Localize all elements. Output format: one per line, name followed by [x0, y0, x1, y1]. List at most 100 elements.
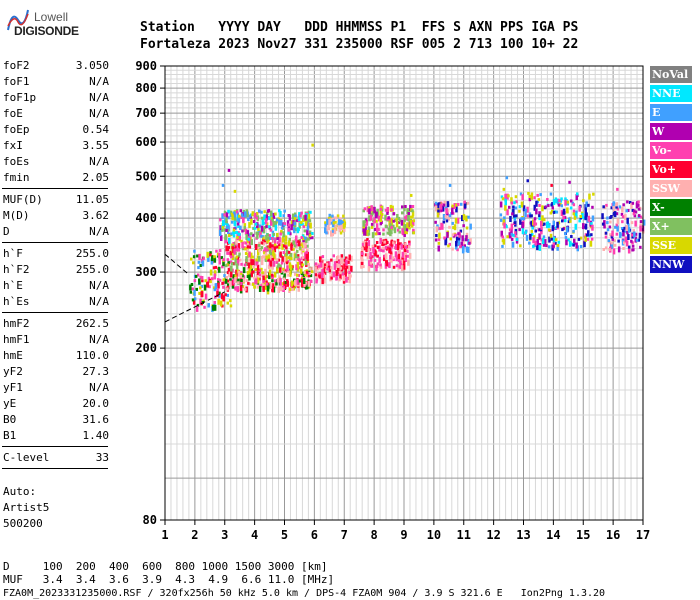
param-name: hmE: [3, 349, 23, 362]
echo-point: [264, 286, 268, 290]
echo-point: [299, 222, 302, 226]
echo-point: [268, 269, 272, 276]
echo-point: [605, 203, 608, 207]
echo-point: [276, 237, 279, 241]
echo-point: [398, 219, 402, 223]
echo-point: [260, 259, 264, 266]
echo-point: [575, 194, 578, 201]
echo-point: [564, 236, 568, 239]
echo-point: [294, 272, 297, 276]
echo-point: [408, 226, 411, 230]
echo-point: [276, 265, 280, 269]
echo-point: [213, 286, 216, 290]
param-name: yE: [3, 397, 17, 410]
echo-point: [552, 220, 555, 227]
echo-point: [206, 281, 210, 288]
echo-point: [365, 219, 368, 226]
echo-point: [384, 224, 388, 228]
echo-point: [232, 231, 235, 235]
echo-point: [279, 264, 282, 268]
echo-point: [348, 274, 351, 281]
echo-point: [442, 214, 446, 220]
echo-point: [457, 232, 460, 236]
echo-point: [441, 205, 445, 212]
echo-point: [279, 232, 282, 236]
echo-point: [265, 256, 269, 260]
x-tick-label: 6: [311, 528, 318, 542]
echo-point: [257, 243, 261, 247]
echo-point: [270, 273, 274, 277]
echo-point: [389, 259, 392, 263]
echo-point: [590, 233, 593, 237]
echo-point: [209, 253, 212, 257]
echo-point: [532, 235, 536, 239]
echo-point: [235, 269, 238, 276]
echo-point: [446, 209, 450, 213]
echo-point: [241, 229, 244, 233]
echo-point: [379, 207, 382, 211]
echo-point: [609, 233, 612, 237]
echo-point: [528, 195, 532, 202]
echo-point: [447, 214, 450, 221]
echo-point: [515, 200, 518, 204]
echo-point: [625, 209, 628, 213]
echo-point: [202, 256, 205, 260]
echo-point: [549, 233, 553, 240]
echo-point: [230, 232, 233, 236]
echo-point: [228, 237, 231, 244]
echo-point: [566, 226, 569, 233]
echo-point: [572, 229, 575, 233]
echo-point: [278, 219, 281, 226]
echo-point: [222, 260, 225, 267]
echo-point: [401, 256, 404, 260]
echo-point: [191, 287, 194, 291]
echo-point: [242, 212, 245, 219]
echo-point: [297, 258, 301, 262]
echo-point: [603, 206, 607, 209]
echo-point: [310, 266, 313, 273]
echo-point: [250, 270, 253, 277]
echo-point: [342, 275, 345, 282]
echo-point: [601, 222, 605, 226]
echo-point: [271, 237, 274, 240]
echo-point: [508, 228, 512, 232]
echo-point: [233, 216, 237, 223]
echo-point: [216, 288, 219, 292]
echo-point: [623, 241, 626, 245]
echo-point: [265, 282, 269, 286]
echo-point: [373, 220, 376, 224]
echo-point: [221, 183, 225, 187]
echo-point: [199, 298, 202, 305]
param-value: 3.050: [75, 59, 109, 72]
echo-point: [257, 230, 261, 234]
echo-point: [403, 205, 406, 212]
echo-point: [392, 212, 395, 216]
echo-point: [379, 216, 383, 222]
echo-point: [304, 259, 308, 266]
echo-point: [268, 247, 272, 254]
echo-point: [574, 212, 578, 216]
echo-point: [637, 207, 641, 211]
echo-point: [524, 208, 527, 212]
echo-point: [621, 229, 625, 233]
echo-point: [331, 230, 334, 237]
echo-point: [372, 247, 375, 254]
echo-point: [241, 247, 245, 251]
echo-point: [281, 282, 285, 286]
echo-point: [314, 273, 318, 277]
echo-point: [578, 219, 581, 223]
echo-point: [399, 263, 403, 270]
echo-point: [281, 222, 285, 229]
echo-point: [465, 246, 469, 253]
echo-point: [384, 238, 388, 245]
echo-point: [288, 238, 291, 241]
echo-point: [236, 286, 239, 293]
echo-point: [212, 266, 216, 270]
echo-point: [462, 240, 465, 247]
echo-point: [307, 219, 310, 223]
echo-point: [445, 219, 449, 223]
echo-point: [306, 229, 309, 236]
echo-point: [279, 285, 282, 292]
param-row: hmF1 N/A: [3, 332, 109, 348]
echo-point: [310, 270, 314, 274]
